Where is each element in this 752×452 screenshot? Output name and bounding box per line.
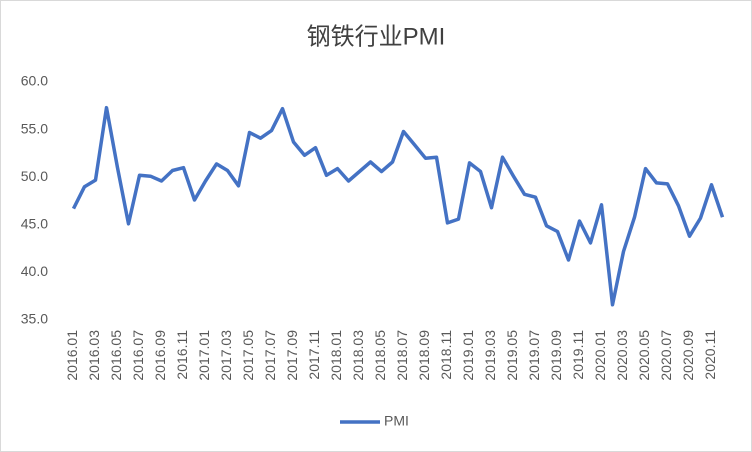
y-tick-label: 50.0 [21,168,48,184]
x-tick-label: 2017.07 [262,330,278,381]
legend-label: PMI [384,413,409,429]
x-tick-label: 2018.09 [416,330,432,381]
line-series [71,105,725,307]
x-tick-label: 2019.07 [526,330,542,381]
x-tick-label: 2020.11 [702,330,718,380]
y-tick-label: 35.0 [21,311,48,327]
x-tick-label: 2016.07 [130,330,146,381]
x-tick-label: 2019.05 [504,330,520,381]
x-tick-label: 2020.07 [658,330,674,381]
x-tick-label: 2017.01 [196,330,212,381]
x-tick-label: 2017.05 [240,330,256,381]
chart-title: 钢铁行业PMI [307,23,446,50]
x-tick-label: 2016.05 [108,330,124,381]
y-tick-label: 60.0 [21,73,48,89]
x-tick-label: 2016.09 [152,330,168,381]
x-tick-label: 2020.03 [614,330,630,381]
x-tick-label: 2019.09 [548,330,564,381]
x-tick-label: 2018.03 [350,330,366,381]
x-tick-label: 2017.09 [284,330,300,381]
x-tick-label: 2018.01 [328,330,344,381]
x-tick-label: 2016.01 [64,330,80,381]
x-tick-label: 2016.03 [86,330,102,381]
x-tick-label: 2018.11 [438,330,454,380]
x-tick-label: 2017.03 [218,330,234,381]
x-tick-label: 2019.01 [460,330,476,381]
x-tick-label: 2019.11 [570,330,586,380]
y-tick-label: 55.0 [21,120,48,136]
x-tick-label: 2018.07 [394,330,410,381]
x-tick-label: 2020.01 [592,330,608,381]
y-tick-label: 45.0 [21,216,48,232]
x-tick-label: 2019.03 [482,330,498,381]
x-tick-label: 2016.11 [174,330,190,380]
y-tick-label: 40.0 [21,263,48,279]
x-tick-label: 2017.11 [306,330,322,380]
x-tick-label: 2018.05 [372,330,388,381]
x-tick-label: 2020.09 [680,330,696,381]
x-tick-label: 2020.05 [636,330,652,381]
